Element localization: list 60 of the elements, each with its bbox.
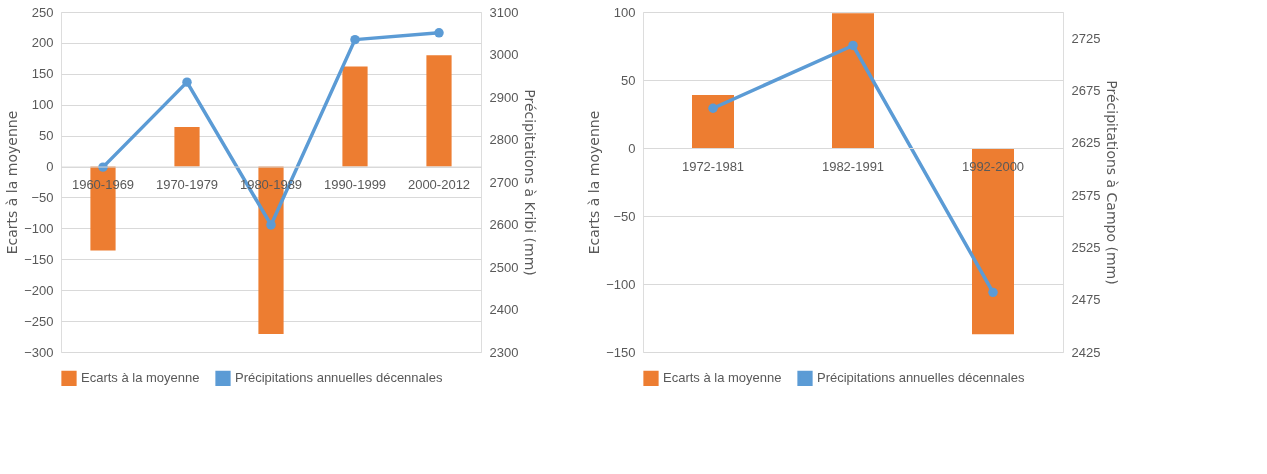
y-tick-label: −200 — [24, 282, 54, 298]
y2-axis-title: Précipitations à Campo (mm) — [1104, 80, 1121, 285]
y-tick-label: −100 — [606, 276, 636, 292]
point — [350, 34, 360, 45]
x-tick-label: 1982-1991 — [821, 158, 885, 174]
bar — [174, 126, 200, 167]
y-tick-label: 150 — [31, 66, 54, 82]
point — [988, 287, 998, 298]
bar — [692, 94, 734, 148]
bar — [426, 55, 452, 167]
y2-tick-label: 2525 — [1071, 239, 1101, 255]
y-tick-label: 50 — [621, 72, 636, 88]
y-tick-label: −150 — [24, 251, 54, 267]
y-axis-title: Ecarts à la moyenne — [4, 110, 21, 255]
y-tick-label: 250 — [31, 4, 54, 20]
y2-tick-label: 2425 — [1071, 344, 1101, 360]
point — [266, 220, 276, 230]
y-tick-label: 200 — [31, 35, 54, 51]
y-tick-label: 100 — [613, 4, 636, 20]
y-axis-title: Ecarts à la moyenne — [586, 110, 603, 255]
y2-tick-label: 2475 — [1071, 292, 1101, 308]
y-tick-label: 0 — [46, 159, 54, 175]
y-tick-label: −150 — [606, 344, 636, 360]
y2-tick-label: 2725 — [1071, 30, 1101, 46]
y2-tick-label: 3000 — [489, 47, 519, 62]
y2-tick-label: 3100 — [489, 4, 519, 20]
point — [848, 40, 858, 51]
bar — [342, 66, 368, 167]
y2-tick-label: 2400 — [489, 302, 519, 317]
y2-tick-label: 2600 — [489, 217, 519, 232]
y-tick-label: −100 — [24, 220, 54, 236]
legend-label: Ecarts à la moyenne — [81, 370, 200, 386]
y2-tick-label: 2700 — [489, 174, 519, 190]
x-tick-label: 1990-1999 — [323, 177, 387, 193]
y2-tick-label: 2800 — [489, 132, 519, 147]
x-tick-label: 1980-1989 — [239, 177, 303, 193]
point — [182, 77, 192, 87]
y-tick-label: 100 — [31, 97, 54, 113]
y-tick-label: 50 — [39, 128, 54, 144]
y2-tick-label: 2500 — [489, 259, 519, 275]
y-tick-label: −50 — [31, 189, 54, 205]
point — [708, 103, 718, 113]
x-tick-label: 1972-1981 — [681, 158, 745, 174]
y2-axis-title: Précipitations à Kribi (mm) — [522, 89, 539, 276]
y-tick-label: −300 — [24, 344, 54, 360]
y-tick-label: −50 — [613, 208, 636, 224]
y2-tick-label: 2900 — [489, 89, 519, 105]
legend-label: Ecarts à la moyenne — [663, 370, 782, 386]
y2-tick-label: 2675 — [1071, 82, 1101, 98]
legend-label: Précipitations annuelles décennales — [817, 370, 1025, 386]
legend-label: Précipitations annuelles décennales — [235, 370, 443, 386]
y2-tick-label: 2300 — [489, 344, 519, 360]
point — [434, 28, 444, 38]
bar — [832, 13, 874, 148]
x-tick-label: 2000-2012 — [407, 177, 471, 193]
y2-tick-label: 2625 — [1071, 135, 1101, 151]
y-tick-label: −250 — [24, 313, 54, 329]
x-tick-label: 1970-1979 — [155, 177, 219, 193]
y2-tick-label: 2575 — [1071, 187, 1101, 203]
y-tick-label: 0 — [628, 140, 636, 156]
